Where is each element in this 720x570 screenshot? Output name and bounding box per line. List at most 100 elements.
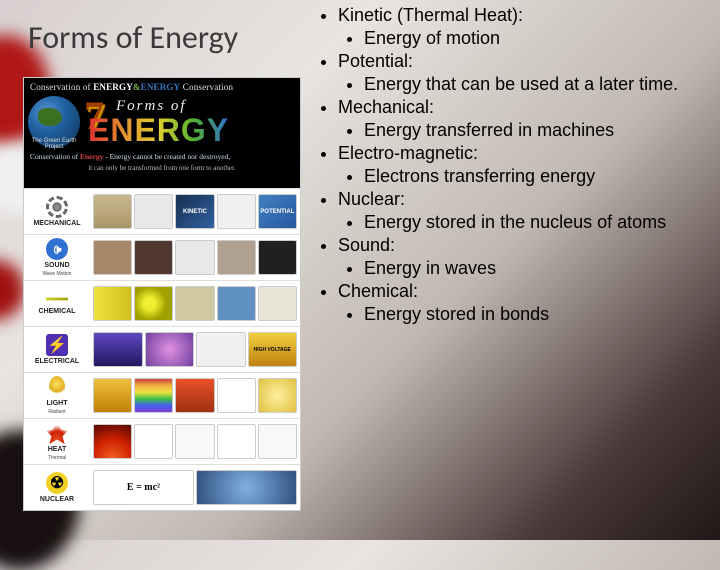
bullet-item: Sound:Energy in waves xyxy=(338,234,712,280)
thumb: POTENTIAL xyxy=(258,194,297,228)
bullet-item: Electro-magnetic:Electrons transferring … xyxy=(338,142,712,188)
row-label-text: NUCLEAR xyxy=(40,496,74,503)
thumb xyxy=(134,378,173,412)
thumb xyxy=(93,286,132,320)
thumb xyxy=(175,378,214,412)
infographic-header: Conservation of ENERGY&ENERGY Conservati… xyxy=(24,78,300,188)
infographic-row-sound: 🕩 SOUND Wave Motion xyxy=(24,234,300,280)
row-label: 🕩 SOUND Wave Motion xyxy=(24,235,90,280)
row-thumbs: HIGH VOLTAGE xyxy=(90,327,300,372)
text: ENERGY xyxy=(141,82,181,92)
header-subtitle-1: Conservation of Energy - Energy cannot b… xyxy=(30,152,294,161)
row-label-text: HEAT xyxy=(48,446,67,453)
thumb xyxy=(258,286,297,320)
thumb xyxy=(134,240,173,274)
row-label-text: CHEMICAL xyxy=(39,308,76,315)
thumb: HIGH VOLTAGE xyxy=(248,332,298,366)
bullet-item: Kinetic (Thermal Heat):Energy of motion xyxy=(338,4,712,50)
bullet-sub-item: Energy stored in bonds xyxy=(364,303,712,326)
row-sublabel: Radiant xyxy=(48,409,65,415)
infographic-row-light: LIGHT Radiant xyxy=(24,372,300,418)
thumb xyxy=(217,194,256,228)
bullet-sub-item: Energy that can be used at a later time. xyxy=(364,73,712,96)
text: & xyxy=(133,82,141,92)
electrical-icon: ⚡ xyxy=(46,334,68,356)
row-label: ⚡ ELECTRICAL xyxy=(24,327,90,372)
text: Energy xyxy=(80,152,103,161)
thumb xyxy=(175,286,214,320)
thumb xyxy=(134,194,173,228)
row-label: LIGHT Radiant xyxy=(24,373,90,418)
bullet-item: Potential:Energy that can be used at a l… xyxy=(338,50,712,96)
row-thumbs: E = mc² xyxy=(90,465,300,510)
text: Conservation xyxy=(180,82,233,92)
thumb xyxy=(93,194,132,228)
bullet-sub-item: Energy in waves xyxy=(364,257,712,280)
text: - Energy cannot be created nor destroyed… xyxy=(103,152,230,161)
text: Conservation of xyxy=(30,82,93,92)
thumb xyxy=(175,240,214,274)
bullet-item: Nuclear:Energy stored in the nucleus of … xyxy=(338,188,712,234)
sound-icon: 🕩 xyxy=(46,238,68,260)
row-label: MECHANICAL xyxy=(24,189,90,234)
heat-icon xyxy=(46,422,68,444)
infographic-row-electrical: ⚡ ELECTRICAL HIGH VOLTAGE xyxy=(24,326,300,372)
thumb xyxy=(134,424,173,458)
row-sublabel: Wave Motion xyxy=(43,271,72,277)
row-thumbs xyxy=(90,235,300,280)
infographic-row-heat: HEATThermal xyxy=(24,418,300,464)
thumb xyxy=(217,286,256,320)
forms-of-energy-infographic: Conservation of ENERGY&ENERGY Conservati… xyxy=(24,78,300,510)
row-label-text: MECHANICAL xyxy=(33,220,80,227)
energy-heading: ENERGY xyxy=(88,112,229,149)
bullet-sub-item: Energy transferred in machines xyxy=(364,119,712,142)
row-label: HEATThermal xyxy=(24,419,90,464)
row-label: CHEMICAL xyxy=(24,281,90,326)
bullet-ul: Kinetic (Thermal Heat):Energy of motionP… xyxy=(312,4,712,326)
header-line-1: Conservation of ENERGY&ENERGY Conservati… xyxy=(30,82,294,92)
thumb xyxy=(93,332,143,366)
row-thumbs: KINETIC POTENTIAL xyxy=(90,189,300,234)
bullet-item: Chemical:Energy stored in bonds xyxy=(338,280,712,326)
thumb xyxy=(217,424,256,458)
thumb xyxy=(217,240,256,274)
thumb: KINETIC xyxy=(175,194,214,228)
infographic-row-nuclear: NUCLEAR E = mc² xyxy=(24,464,300,510)
thumb xyxy=(145,332,195,366)
thumb xyxy=(258,240,297,274)
green-earth-label: The Green Earth Project xyxy=(26,138,82,150)
header-subtitle-2: it can only be transformed from one form… xyxy=(30,164,294,172)
thumb xyxy=(217,378,256,412)
row-label-text: ELECTRICAL xyxy=(35,358,79,365)
thumb xyxy=(93,378,132,412)
text: Conservation of xyxy=(30,152,80,161)
slide-title: Forms of Energy xyxy=(28,18,238,57)
text: ENERGY xyxy=(93,82,133,92)
bullet-item: Mechanical:Energy transferred in machine… xyxy=(338,96,712,142)
row-thumbs xyxy=(90,373,300,418)
thumb xyxy=(258,424,297,458)
thumb xyxy=(93,424,132,458)
thumb: E = mc² xyxy=(93,470,194,504)
row-label-text: SOUND xyxy=(44,262,69,269)
thumb xyxy=(175,424,214,458)
bullet-list: Kinetic (Thermal Heat):Energy of motionP… xyxy=(312,4,712,326)
row-label-text: LIGHT xyxy=(47,400,68,407)
thumb xyxy=(258,378,297,412)
thumb xyxy=(93,240,132,274)
bg-decor xyxy=(0,260,25,320)
thumb xyxy=(134,286,173,320)
thumb xyxy=(196,332,246,366)
infographic-rows: MECHANICAL KINETIC POTENTIAL 🕩 SOUND Wave Mot… xyxy=(24,188,300,510)
infographic-row-chemical: CHEMICAL xyxy=(24,280,300,326)
infographic-row-mechanical: MECHANICAL KINETIC POTENTIAL xyxy=(24,188,300,234)
row-thumbs xyxy=(90,419,300,464)
bullet-sub-item: Electrons transferring energy xyxy=(364,165,712,188)
bullet-sub-item: Energy of motion xyxy=(364,27,712,50)
row-label: NUCLEAR xyxy=(24,465,90,510)
thumb xyxy=(196,470,297,504)
nuclear-icon xyxy=(46,472,68,494)
row-thumbs xyxy=(90,281,300,326)
mechanical-icon xyxy=(46,196,68,218)
chemical-icon xyxy=(46,292,68,306)
